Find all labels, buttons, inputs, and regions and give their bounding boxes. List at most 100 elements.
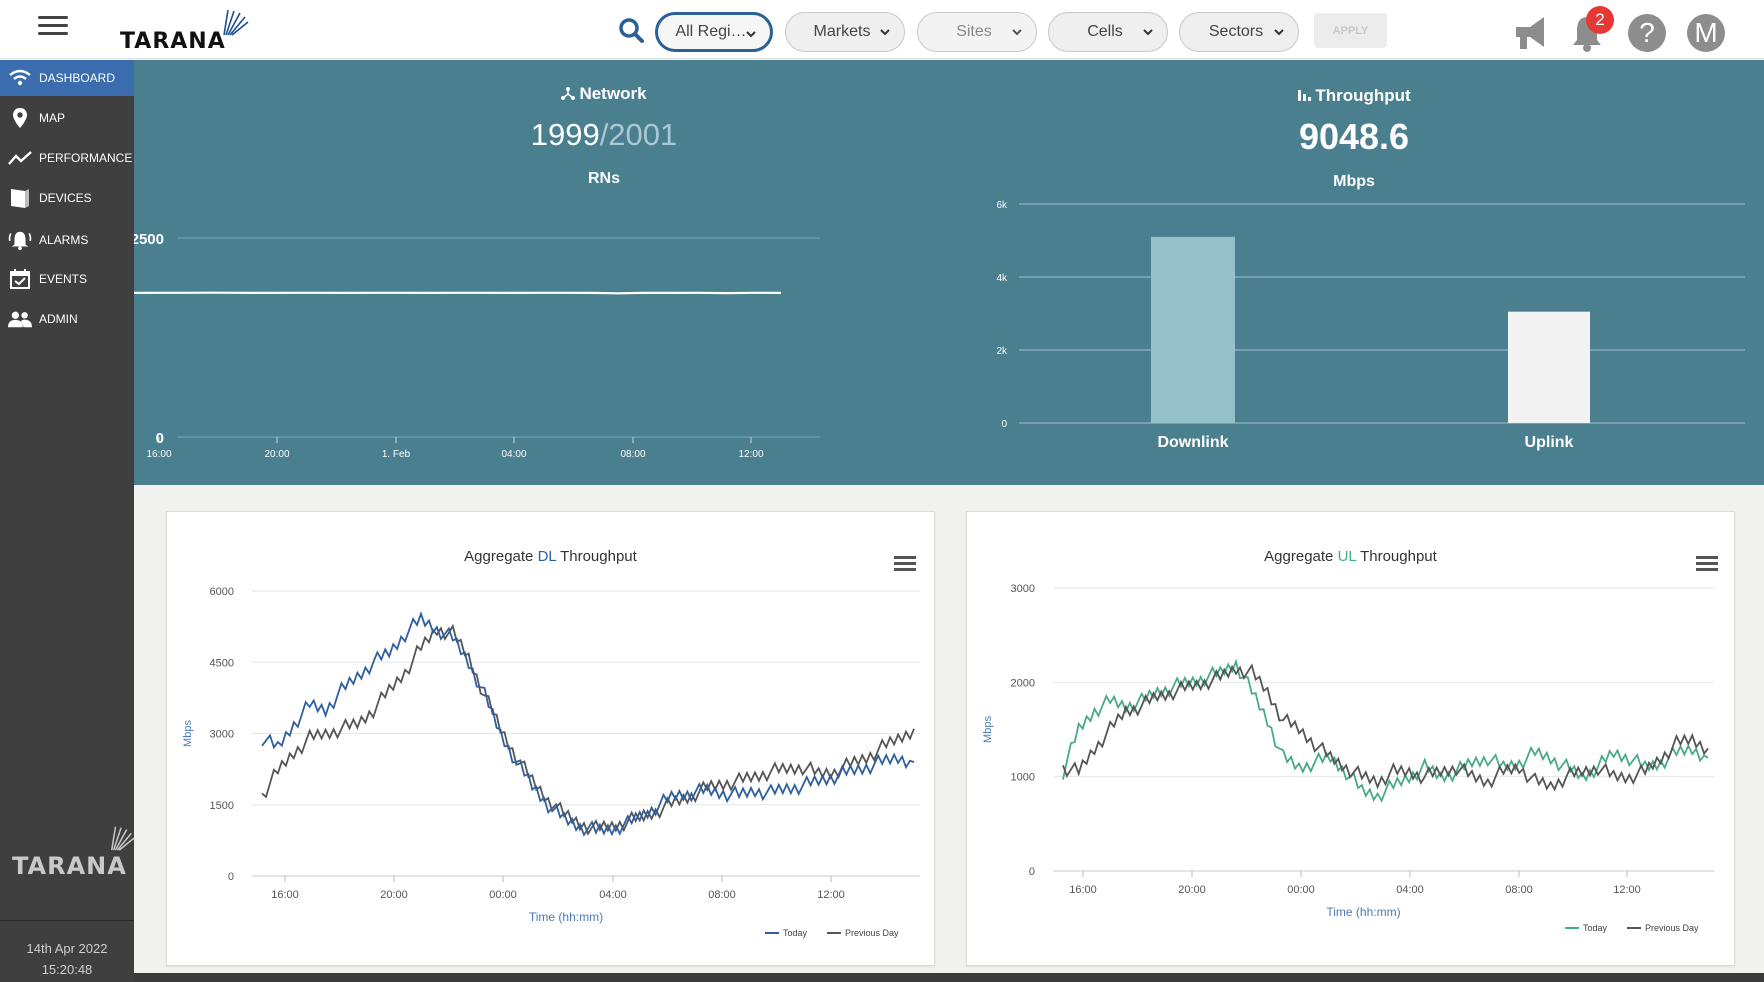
sites-filter[interactable]: Sites xyxy=(917,12,1037,52)
x-tick-label: 12:00 xyxy=(738,449,763,460)
cells-filter[interactable]: Cells xyxy=(1048,12,1168,52)
sidebar-item-alarms[interactable]: ALARMS xyxy=(0,222,134,258)
ul-title-part: Throughput xyxy=(1356,548,1437,565)
sectors-filter[interactable]: Sectors xyxy=(1179,12,1299,52)
x-tick-label: 04:00 xyxy=(599,889,627,901)
x-tick-label: 00:00 xyxy=(1287,884,1315,896)
x-tick-label: 04:00 xyxy=(1396,884,1424,896)
y-tick-label: 2000 xyxy=(1011,677,1035,689)
category-label: Uplink xyxy=(1525,434,1574,451)
x-tick-label: 16:00 xyxy=(1069,884,1097,896)
y-tick-label: 0 xyxy=(1001,419,1007,430)
dl-title-highlight: DL xyxy=(537,548,557,565)
y-axis-title: Mbps xyxy=(982,716,994,743)
wifi-icon xyxy=(9,69,31,86)
x-axis-title: Time (hh:mm) xyxy=(1326,905,1400,919)
cells-filter-label: Cells xyxy=(1087,23,1123,40)
throughput-heading: Throughput xyxy=(1254,86,1454,106)
network-online-count: 1999 xyxy=(530,117,600,152)
network-heading-label: Network xyxy=(579,84,647,103)
tarana-logo: TARANA xyxy=(120,8,250,54)
legend-label: Today xyxy=(783,928,808,938)
dl-throughput-chart: 0 1500 3000 4500 6000 16:00 20:00 00:00 04:00 08:… xyxy=(182,586,920,938)
series-line-previous-day xyxy=(261,623,915,836)
y-tick-label: 3000 xyxy=(1011,583,1035,595)
sidebar-item-performance[interactable]: PERFORMANCE xyxy=(0,140,134,176)
sidebar-datetime: 14th Apr 2022 15:20:48 xyxy=(0,938,134,980)
logo-burst-icon xyxy=(110,826,135,851)
region-filter[interactable]: All Regi… xyxy=(655,12,773,52)
x-tick-label: 08:00 xyxy=(708,889,736,901)
search-icon[interactable] xyxy=(618,17,644,43)
sidebar-divider xyxy=(0,920,134,921)
calendar-check-icon xyxy=(10,269,30,289)
sidebar-item-label: MAP xyxy=(39,111,66,125)
network-unit: RNs xyxy=(587,170,620,187)
apply-button[interactable]: APPLY xyxy=(1314,13,1387,48)
x-tick-label: 16:00 xyxy=(271,889,299,901)
help-icon[interactable]: ? xyxy=(1628,14,1666,52)
dl-throughput-card: Aggregate DL Throughput 0 1500 3000 4500 600… xyxy=(166,511,935,966)
x-tick-label: 20:00 xyxy=(1178,884,1206,896)
sidebar-item-devices[interactable]: DEVICES xyxy=(0,180,134,216)
sidebar: DASHBOARD MAP PERFORMANCE DEVICES ALARMS… xyxy=(0,60,135,982)
menu-icon[interactable] xyxy=(38,16,68,38)
top-bar: TARANA All Regi… Markets Sites Cells Sec… xyxy=(0,0,1764,59)
sidebar-item-map[interactable]: MAP xyxy=(0,100,134,136)
sidebar-item-label: ALARMS xyxy=(39,233,89,247)
sidebar-item-admin[interactable]: ADMIN xyxy=(0,301,134,337)
x-tick-label: 00:00 xyxy=(489,889,517,901)
region-filter-label: All Regi… xyxy=(675,23,747,40)
dl-chart-menu-icon[interactable] xyxy=(894,556,916,572)
x-tick-label: 04:00 xyxy=(501,449,526,460)
y-tick-label: 0 xyxy=(156,430,164,447)
avatar[interactable]: M xyxy=(1687,14,1725,52)
sidebar-logo-text: TARANA xyxy=(12,852,127,880)
markets-filter[interactable]: Markets xyxy=(785,12,905,52)
notification-badge: 2 xyxy=(1586,6,1614,34)
sidebar-item-events[interactable]: EVENTS xyxy=(0,261,134,297)
network-total-count: /2001 xyxy=(599,117,678,152)
alarm-bell-icon xyxy=(8,231,32,251)
dl-title-part: Aggregate xyxy=(464,548,538,565)
users-icon xyxy=(8,311,32,328)
ul-throughput-chart: 0 1000 2000 3000 16:00 20:00 00:00 04:00 08:00 12… xyxy=(982,583,1714,933)
map-pin-icon xyxy=(13,108,27,128)
y-tick-label: 0 xyxy=(228,871,234,883)
sidebar-logo: TARANA xyxy=(10,826,135,880)
y-tick-label: 3000 xyxy=(210,729,234,741)
sidebar-item-label: PERFORMANCE xyxy=(39,151,133,165)
footer-strip xyxy=(134,973,1764,982)
dl-chart-title: Aggregate DL Throughput xyxy=(167,548,934,565)
y-tick-label: 4k xyxy=(996,273,1008,284)
x-tick-label: 08:00 xyxy=(1505,884,1533,896)
dl-title-part: Throughput xyxy=(556,548,637,565)
bar-downlink xyxy=(1151,236,1235,423)
megaphone-icon[interactable] xyxy=(1510,13,1550,51)
device-icon xyxy=(11,189,29,208)
y-tick-label: 0 xyxy=(1029,866,1035,878)
y-tick-label: 1000 xyxy=(1011,772,1035,784)
x-axis-title: Time (hh:mm) xyxy=(529,910,603,924)
ul-title-highlight: UL xyxy=(1337,548,1357,565)
network-count: 1999/2001 xyxy=(454,117,754,153)
x-tick-label: 16:00 xyxy=(146,449,171,460)
x-tick-label: 20:00 xyxy=(380,889,408,901)
sidebar-item-label: DEVICES xyxy=(39,191,92,205)
logo-text: TARANA xyxy=(120,29,226,54)
bar-uplink xyxy=(1508,311,1590,423)
ul-chart-menu-icon[interactable] xyxy=(1696,556,1718,572)
throughput-unit: Mbps xyxy=(1333,173,1375,190)
sidebar-item-dashboard[interactable]: DASHBOARD xyxy=(0,60,134,96)
sidebar-item-label: DASHBOARD xyxy=(39,71,116,85)
chevron-down-icon xyxy=(880,29,890,36)
x-tick-label: 20:00 xyxy=(264,449,289,460)
chevron-down-icon xyxy=(1274,29,1284,36)
legend-label: Previous Day xyxy=(1645,923,1699,933)
chevron-down-icon xyxy=(746,31,756,38)
series-line-previous-day xyxy=(1062,663,1709,792)
x-tick-label: 12:00 xyxy=(817,889,845,901)
legend-label: Previous Day xyxy=(845,928,899,938)
x-tick-label: 08:00 xyxy=(620,449,645,460)
sites-filter-label: Sites xyxy=(956,23,992,40)
